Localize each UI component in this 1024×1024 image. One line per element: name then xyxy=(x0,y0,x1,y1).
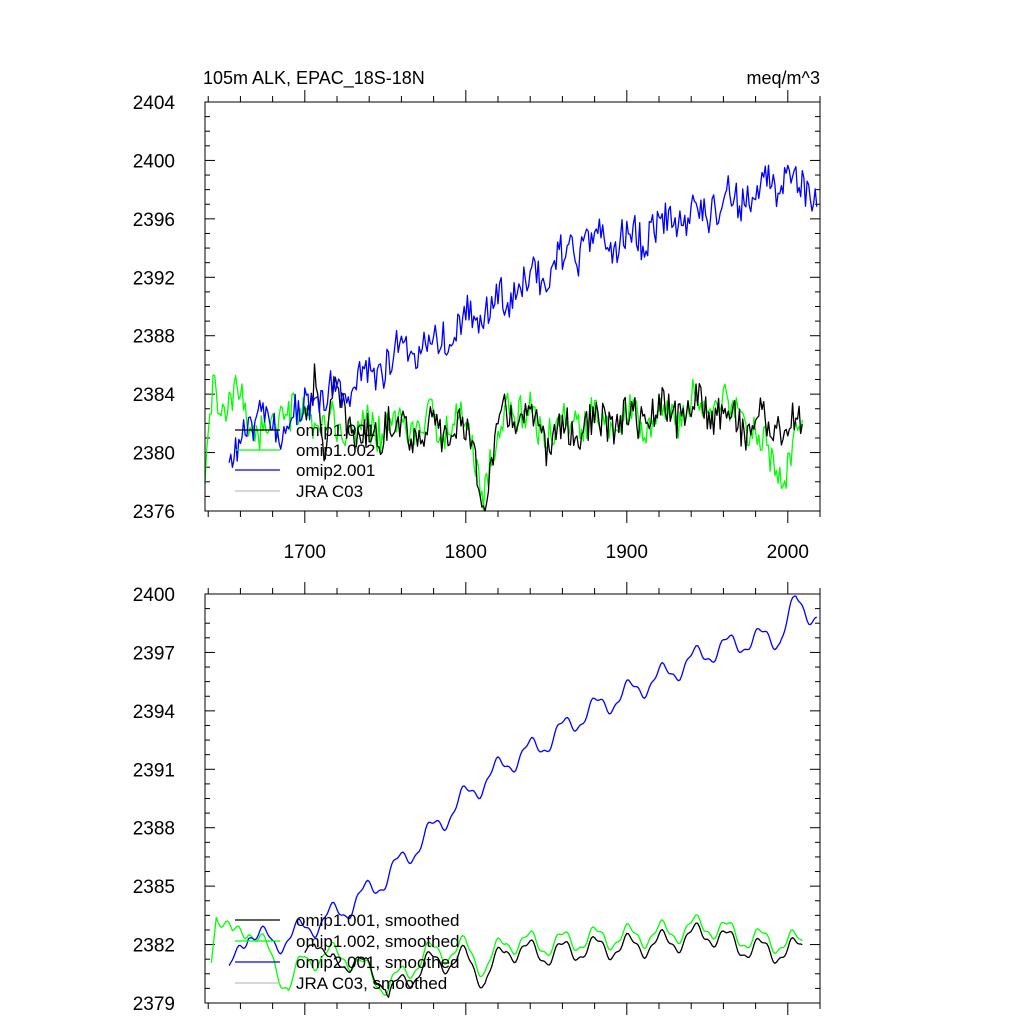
bottom-y-tick-label: 2391 xyxy=(133,760,175,781)
top-minor-ticks xyxy=(205,96,821,517)
bottom-legend: omip1.001, smoothed omip1.002, smoothed … xyxy=(235,911,460,993)
bottom-legend-label: omip1.001, smoothed xyxy=(296,911,460,930)
bottom-y-tick-label: 2388 xyxy=(133,819,175,840)
top-panel: 105m ALK, EPAC_18S-18N meq/m^3 2376 2380… xyxy=(133,68,821,563)
top-y-tick-label: 2380 xyxy=(133,444,175,465)
bottom-y-tick-label: 2379 xyxy=(133,994,175,1015)
top-legend-label: JRA C03 xyxy=(296,482,363,501)
top-x-tick-label: 1800 xyxy=(445,542,487,563)
bottom-minor-ticks xyxy=(205,588,821,1009)
top-y-tick-label: 2400 xyxy=(133,151,175,172)
bottom-y-tick-label: 2394 xyxy=(133,702,176,723)
top-y-tick-label: 2404 xyxy=(133,93,176,114)
bottom-y-tick-label: 2400 xyxy=(133,585,175,606)
top-y-tick-label: 2384 xyxy=(133,385,176,406)
top-y-tick-label: 2388 xyxy=(133,327,175,348)
top-x-tick-label: 1700 xyxy=(284,542,326,563)
top-legend: omip1.001 omip1.002 omip2.001 JRA C03 xyxy=(235,421,375,501)
bottom-legend-label: omip1.002, smoothed xyxy=(296,932,460,951)
top-y-tick-label: 2396 xyxy=(133,210,175,231)
series-line-omip1-001-smoothed xyxy=(304,922,803,998)
top-y-tick-label: 2376 xyxy=(133,502,175,523)
bottom-panel: 2379 2382 2385 2388 2391 2394 2397 2400 … xyxy=(133,582,821,1015)
top-x-tick-label: 2000 xyxy=(767,542,809,563)
top-y-tick-label: 2392 xyxy=(133,268,175,289)
series-line-omip2-001-smoothed xyxy=(228,595,818,967)
bottom-legend-label: omip2.001, smoothed xyxy=(296,953,460,972)
top-legend-label: omip1.002 xyxy=(296,441,375,460)
series-line-omip1-002-smoothed xyxy=(210,914,803,996)
series-line-omip2-001 xyxy=(228,164,818,469)
top-x-tick-label: 1900 xyxy=(606,542,648,563)
top-chart-units: meq/m^3 xyxy=(747,68,820,88)
bottom-plot-frame xyxy=(204,593,821,1004)
bottom-y-tick-label: 2382 xyxy=(133,936,175,957)
bottom-series-lines xyxy=(210,595,818,998)
top-chart-title: 105m ALK, EPAC_18S-18N xyxy=(203,68,425,89)
bottom-y-tick-label: 2397 xyxy=(133,643,175,664)
top-legend-label: omip2.001 xyxy=(296,461,375,480)
top-legend-label: omip1.001 xyxy=(296,421,375,440)
top-series-lines xyxy=(204,164,818,512)
bottom-y-tick-label: 2385 xyxy=(133,877,175,898)
top-plot-frame xyxy=(204,101,821,512)
series-line-omip1-001 xyxy=(304,363,803,512)
bottom-legend-label: JRA C03, smoothed xyxy=(296,974,447,993)
